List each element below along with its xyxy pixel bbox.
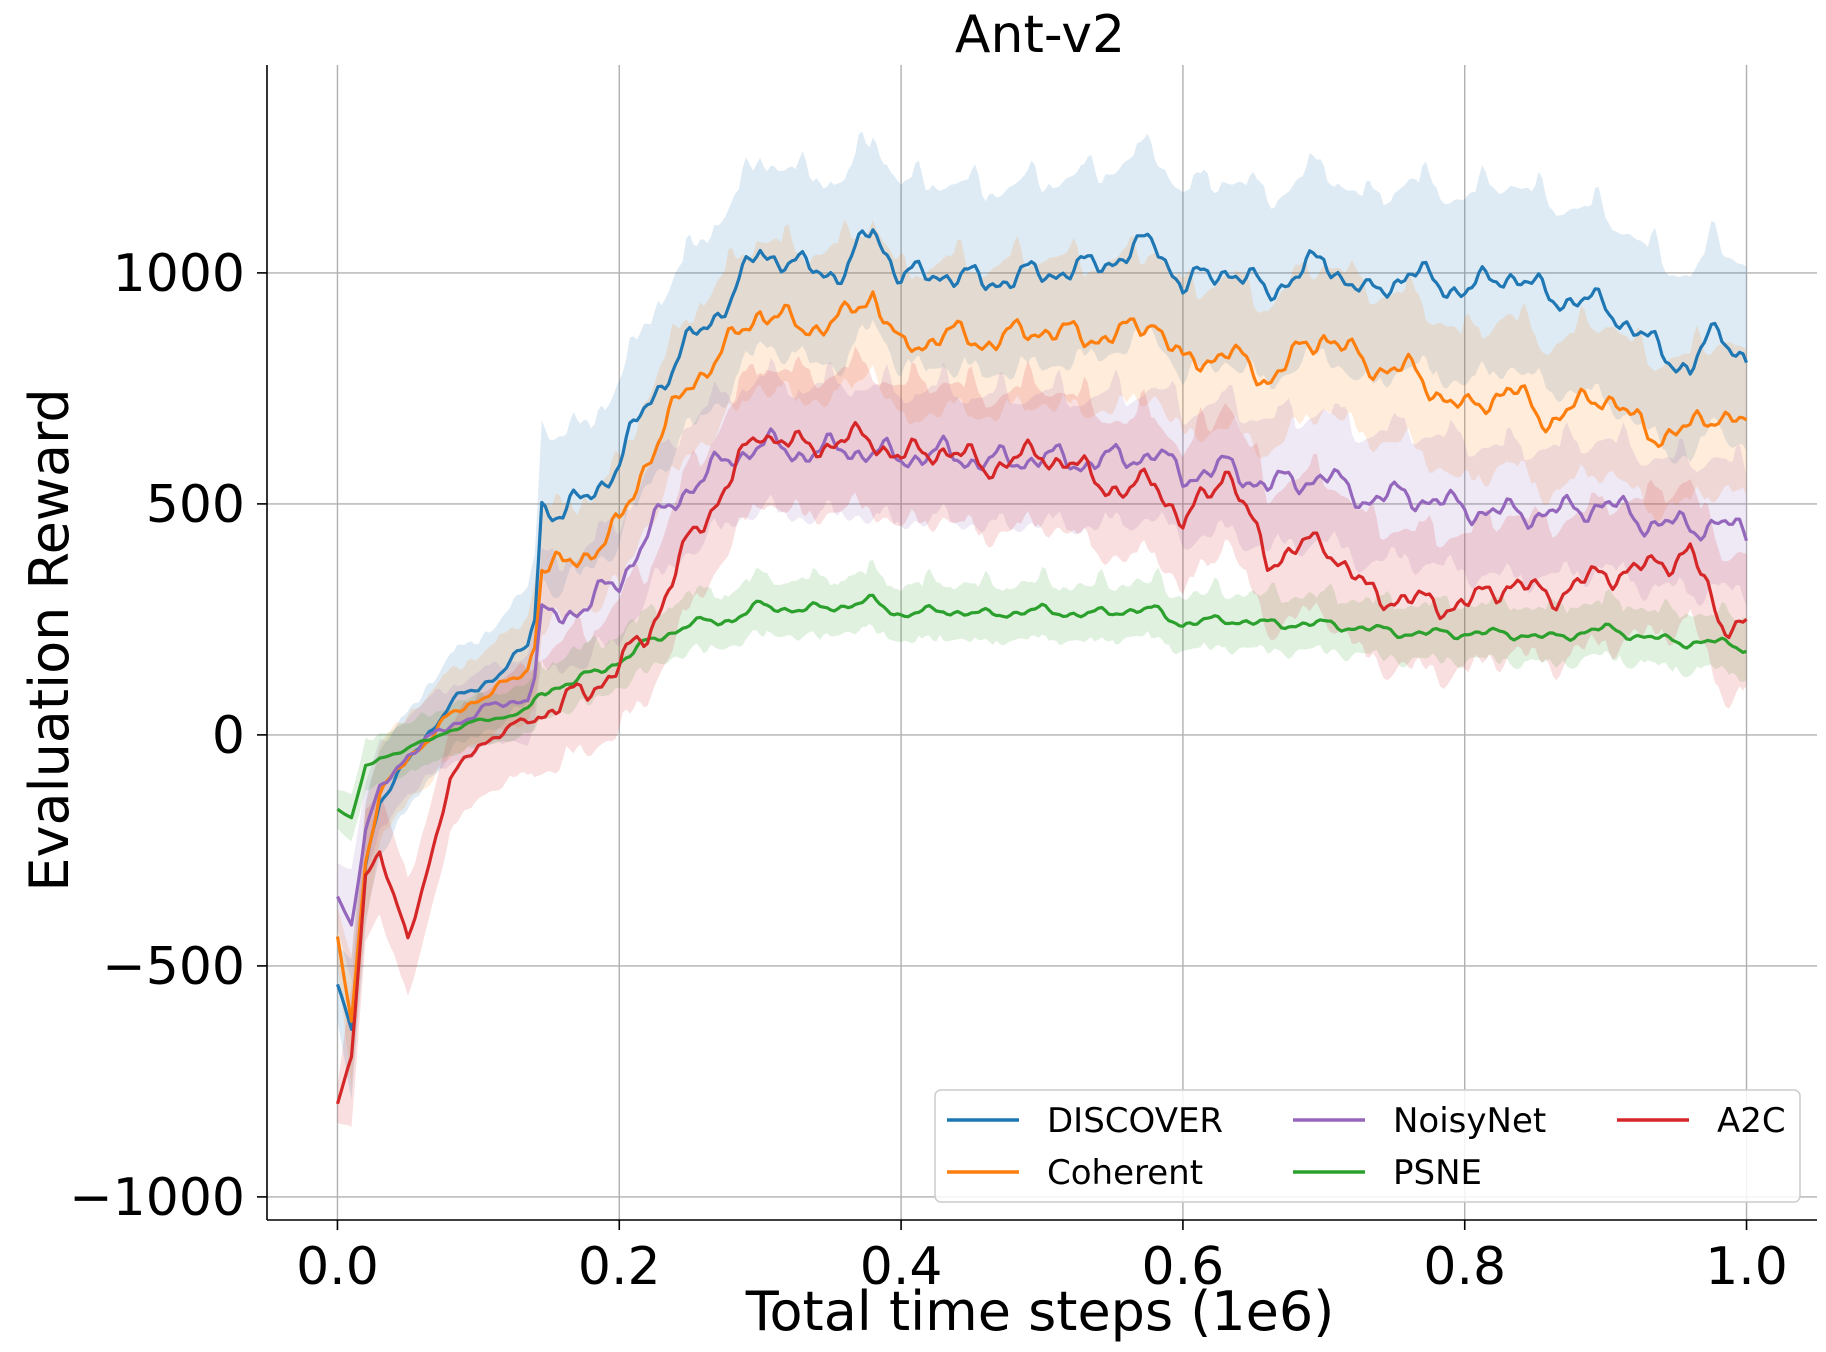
y-tick-label: −1000: [69, 1168, 245, 1228]
x-tick-label: 0.2: [578, 1237, 661, 1297]
y-tick-label: 500: [146, 475, 245, 535]
band-a2c: [337, 346, 1747, 1127]
series-line-psne: [336, 593, 1747, 820]
x-tick-label: 1.0: [1705, 1237, 1788, 1297]
band-noisynet: [337, 357, 1747, 982]
legend-box: [934, 1089, 1801, 1203]
y-axis-title: Evaluation Reward: [18, 388, 81, 891]
tick-labels: 0.0 0.2 0.4 0.6 0.8 1.0 −1000 −500 0 500 1000: [69, 244, 1788, 1297]
x-tick-label: 0.8: [1423, 1237, 1506, 1297]
axes: [257, 65, 1817, 1230]
series-line-a2c: [335, 421, 1748, 1105]
x-tick-label: 0.6: [1142, 1237, 1225, 1297]
y-tick-label: 0: [212, 706, 245, 766]
legend-label-coherent: Coherent: [1047, 1153, 1203, 1193]
band-discover: [337, 131, 1747, 1100]
confidence-bands: [337, 131, 1747, 1127]
legend-label-a2c: A2C: [1717, 1101, 1786, 1141]
grid: [267, 65, 1817, 1220]
x-tick-label: 0.0: [296, 1237, 379, 1297]
y-tick-label: 1000: [113, 244, 245, 304]
legend-label-psne: PSNE: [1393, 1153, 1482, 1193]
x-axis-title: Total time steps (1e6): [745, 1280, 1335, 1343]
series-line-coherent: [335, 290, 1748, 1023]
series-lines: [335, 228, 1749, 1105]
legend-label-discover: DISCOVER: [1047, 1101, 1223, 1141]
y-tick-label: −500: [102, 937, 245, 997]
series-line-discover: [335, 228, 1748, 1031]
band-psne: [337, 559, 1747, 842]
band-coherent: [337, 219, 1747, 1087]
legend: DISCOVER Coherent NoisyNet PSNE A2C: [934, 1089, 1801, 1203]
chart-title: Ant-v2: [955, 5, 1125, 65]
x-tick-label: 0.4: [860, 1237, 943, 1297]
legend-label-noisynet: NoisyNet: [1393, 1101, 1546, 1141]
